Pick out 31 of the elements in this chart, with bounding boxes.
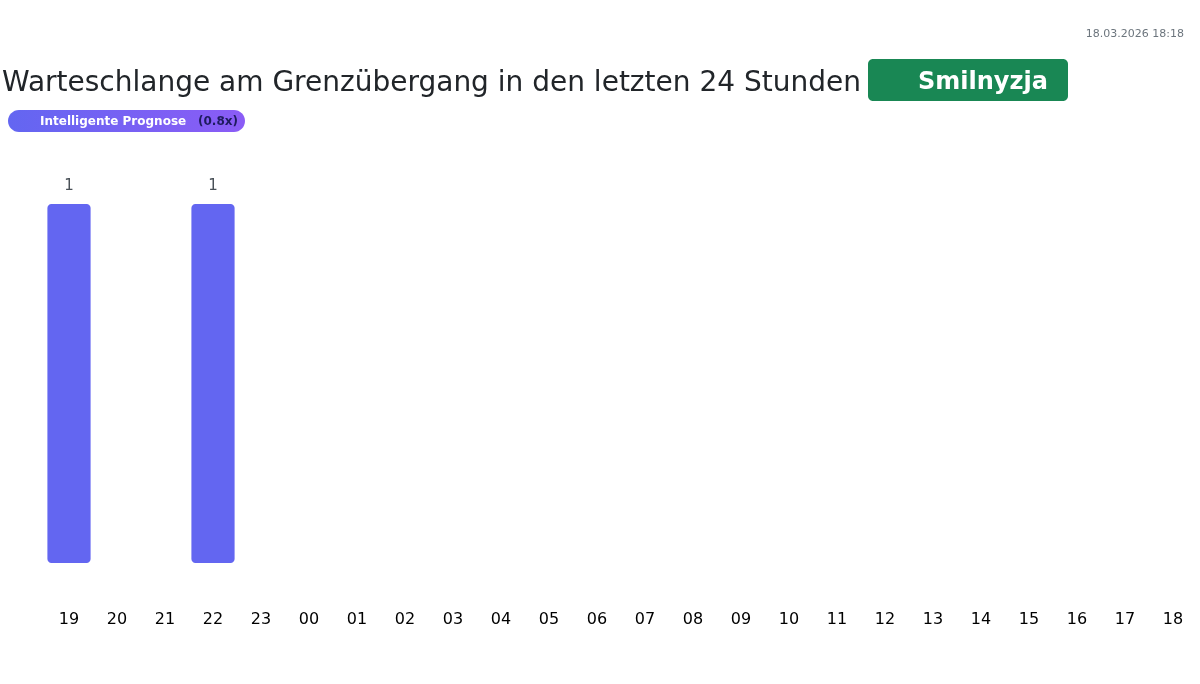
chart-title: Warteschlange am Grenzübergang in den letzten 24 Stunden [2, 65, 861, 98]
x-tick-label: 10 [778, 608, 800, 628]
x-tick-label: 04 [490, 608, 512, 628]
text: Intelligente Prognose [40, 114, 187, 128]
x-tick-label: 06 [586, 608, 608, 628]
x-tick-label: 19 [58, 608, 80, 628]
x-tick-label: 05 [538, 608, 560, 628]
x-tick-label: 12 [874, 608, 896, 628]
data-label: 1 [64, 176, 74, 194]
x-tick-label: 03 [442, 608, 464, 628]
x-tick-label: 22 [202, 608, 224, 628]
x-tick-label: 17 [1114, 608, 1136, 628]
x-tick-label: 21 [154, 608, 176, 628]
x-tick-label: 08 [682, 608, 704, 628]
x-tick-label: 15 [1018, 608, 1040, 628]
x-tick-label: 01 [346, 608, 368, 628]
x-tick-label: 16 [1066, 608, 1088, 628]
x-tick-label: 23 [250, 608, 272, 628]
x-tick-label: 13 [922, 608, 944, 628]
data-label: 1 [208, 176, 218, 194]
x-tick-label: 00 [298, 608, 320, 628]
x-tick-label: 14 [970, 608, 992, 628]
x-tick-label: 02 [394, 608, 416, 628]
x-tick-label: 20 [106, 608, 128, 628]
x-tick-label: 09 [730, 608, 752, 628]
text: (0.8x) [198, 114, 238, 128]
chart-subtitle: Smilnyzja [918, 67, 1048, 95]
x-tick-label: 11 [826, 608, 848, 628]
x-tick-label: 07 [634, 608, 656, 628]
text: 18.03.2026 18:18 [1085, 27, 1184, 40]
x-tick-label: 18 [1162, 608, 1184, 628]
